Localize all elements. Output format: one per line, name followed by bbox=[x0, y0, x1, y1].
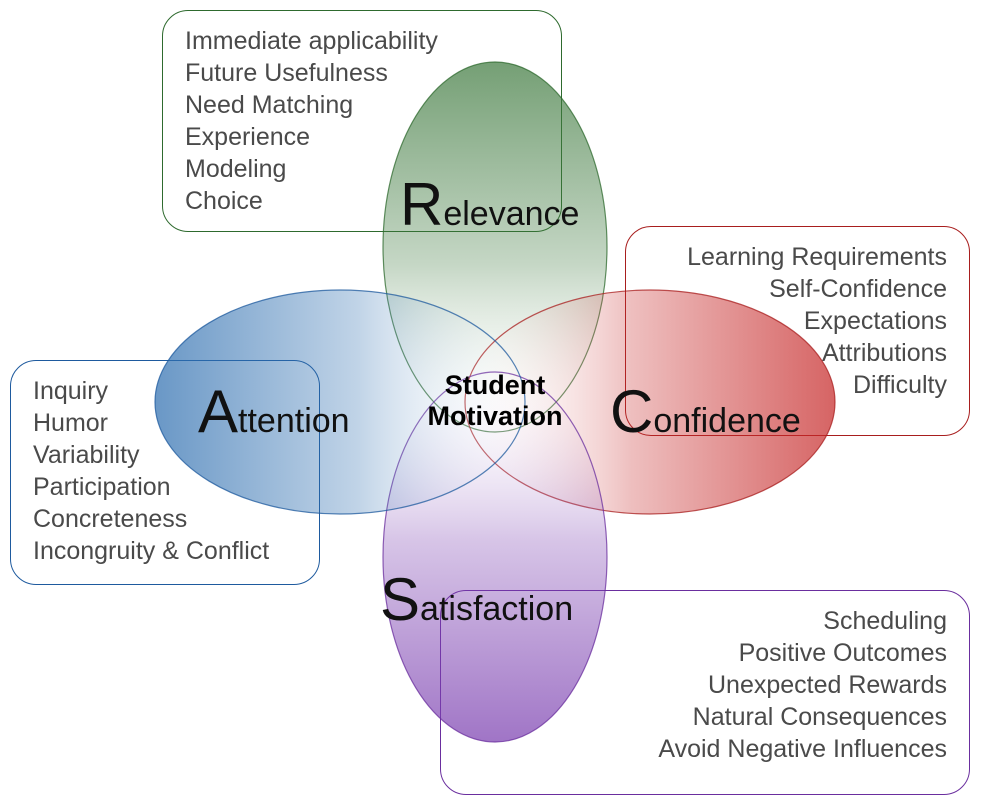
petal-letter-satisfaction: S bbox=[380, 566, 420, 633]
center-line2: Motivation bbox=[420, 401, 570, 432]
petal-label-confidence: Confidence bbox=[610, 377, 801, 446]
petal-letter-confidence: C bbox=[610, 378, 653, 445]
petal-label-satisfaction: Satisfaction bbox=[380, 565, 573, 634]
petal-word-satisfaction: atisfaction bbox=[420, 590, 573, 628]
arcs-venn-diagram: Immediate applicabilityFuture Usefulness… bbox=[0, 0, 988, 812]
petal-letter-relevance: R bbox=[400, 171, 443, 238]
center-label: StudentMotivation bbox=[420, 370, 570, 432]
petal-word-relevance: elevance bbox=[443, 195, 579, 233]
petal-word-confidence: onfidence bbox=[653, 402, 800, 440]
petal-label-relevance: Relevance bbox=[400, 170, 579, 239]
petal-label-attention: Attention bbox=[198, 377, 350, 446]
center-line1: Student bbox=[420, 370, 570, 401]
petal-word-attention: ttention bbox=[238, 402, 350, 440]
petal-letter-attention: A bbox=[198, 378, 238, 445]
